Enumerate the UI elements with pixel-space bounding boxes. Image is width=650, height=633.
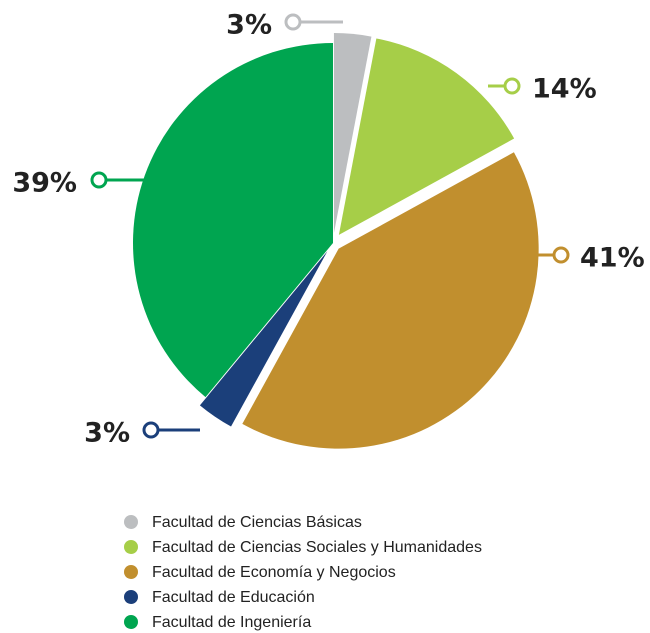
pie-slice xyxy=(199,251,328,427)
legend-label: Facultad de Ingeniería xyxy=(152,614,311,631)
value-label: 41% xyxy=(580,243,645,274)
value-label: 3% xyxy=(84,418,130,449)
pie-slice xyxy=(133,43,333,398)
pie-slice xyxy=(242,152,539,449)
leader-dot xyxy=(503,77,521,95)
leader-dot xyxy=(90,171,108,189)
leader-dot xyxy=(284,13,302,31)
leader-dot xyxy=(142,421,160,439)
legend-swatch xyxy=(124,615,138,629)
legend-label: Facultad de Ciencias Básicas xyxy=(152,514,362,531)
legend-swatch xyxy=(124,590,138,604)
value-label: 39% xyxy=(12,168,77,199)
legend-swatch xyxy=(124,565,138,579)
pie-slice xyxy=(333,33,372,234)
legend-label: Facultad de Ciencias Sociales y Humanida… xyxy=(152,539,482,556)
legend-label: Facultad de Economía y Negocios xyxy=(152,564,396,581)
pie-slice xyxy=(338,38,515,235)
leader-dot xyxy=(552,246,570,264)
value-label: 3% xyxy=(226,10,272,41)
legend-swatch xyxy=(124,540,138,554)
legend-label: Facultad de Educación xyxy=(152,589,315,606)
legend-swatch xyxy=(124,515,138,529)
value-label: 14% xyxy=(532,74,597,105)
